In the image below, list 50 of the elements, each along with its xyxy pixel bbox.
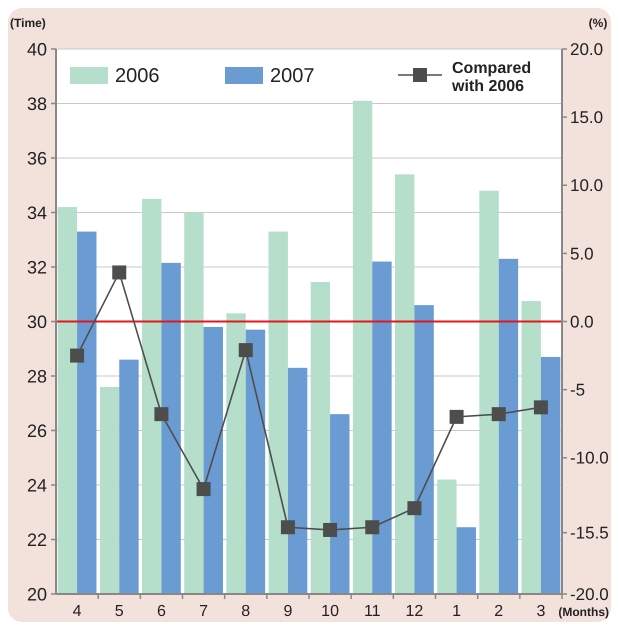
point xyxy=(238,343,253,358)
point xyxy=(154,407,168,422)
x-tick-label: 10 xyxy=(321,603,340,620)
point xyxy=(534,400,548,414)
legend-label: 2006 xyxy=(115,65,160,87)
point xyxy=(492,407,506,422)
x-tick-label: 9 xyxy=(283,603,292,620)
point xyxy=(70,348,84,363)
y2-tick-label: 15.0 xyxy=(570,108,604,128)
x-tick-label: 5 xyxy=(114,603,124,620)
point xyxy=(280,520,295,534)
point xyxy=(323,522,338,537)
point xyxy=(365,520,380,534)
point xyxy=(407,501,422,516)
y2-axis-title: (%) xyxy=(588,16,608,30)
y2-tick-label: -5 xyxy=(570,380,586,400)
y2-tick-label: -10.0 xyxy=(570,448,609,468)
point xyxy=(112,265,126,280)
x-tick-label: 12 xyxy=(406,603,424,620)
y-tick-label: 32 xyxy=(26,257,47,278)
y-tick-label: 40 xyxy=(26,39,47,60)
point xyxy=(196,482,211,496)
y2-tick-label: 20.0 xyxy=(570,40,604,59)
y-axis-title: (Time) xyxy=(10,16,46,30)
x-axis-title: (Months) xyxy=(558,605,609,619)
y-tick-label: 38 xyxy=(26,94,47,114)
y-tick-label: 28 xyxy=(26,366,47,386)
y2-tick-label: 0.0 xyxy=(570,312,594,332)
y-tick-label: 24 xyxy=(26,475,47,496)
point xyxy=(450,410,464,424)
x-tick-label: 3 xyxy=(536,603,546,620)
y-tick-label: 20 xyxy=(26,584,47,604)
x-tick-label: 2 xyxy=(494,603,504,620)
y2-tick-label: -15.5 xyxy=(570,524,609,543)
legend-label: Compared with 2006 xyxy=(451,60,532,95)
x-tick-label: 7 xyxy=(199,603,208,620)
legend-label: 2007 xyxy=(270,65,314,87)
y-tick-label: 26 xyxy=(26,420,47,441)
y2-tick-label: 5.0 xyxy=(570,244,594,264)
x-tick-label: 1 xyxy=(452,603,462,620)
y2-tick-label: 10.0 xyxy=(570,176,604,196)
x-tick-label: 11 xyxy=(364,603,381,620)
y-tick-label: 34 xyxy=(26,202,47,223)
y-tick-label: 22 xyxy=(26,530,47,550)
x-tick-label: 4 xyxy=(72,603,82,620)
x-tick-label: 8 xyxy=(241,603,250,620)
x-tick-label: 6 xyxy=(156,603,166,620)
y2-tick-label: -20.0 xyxy=(570,584,609,604)
y-tick-label: 30 xyxy=(26,312,47,332)
y-tick-label: 36 xyxy=(26,148,47,168)
